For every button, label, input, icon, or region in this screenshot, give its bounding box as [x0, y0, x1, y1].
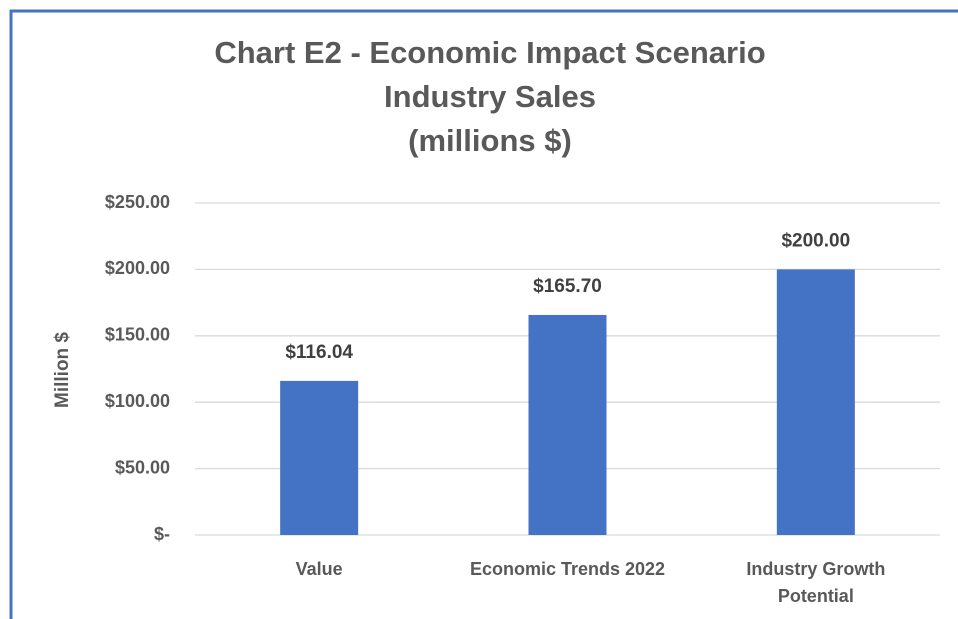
y-tick-label: $50.00 — [115, 457, 170, 477]
bar — [776, 269, 855, 535]
y-tick-label: $250.00 — [105, 192, 170, 212]
x-tick-label: Economic Trends 2022 — [469, 559, 666, 579]
chart-title: Chart E2 - Economic Impact Scenario — [214, 35, 765, 70]
data-label: $165.70 — [533, 276, 602, 297]
chart-title: Industry Sales — [384, 79, 596, 114]
y-tick-label: $100.00 — [105, 391, 170, 411]
bar — [280, 380, 359, 535]
bar — [528, 314, 607, 535]
y-tick-label: $150.00 — [105, 325, 170, 345]
y-tick-label: $200.00 — [105, 258, 170, 278]
y-axis-title: Million $ — [52, 332, 73, 408]
data-label: $200.00 — [781, 230, 850, 251]
data-label: $116.04 — [285, 342, 353, 363]
y-tick-label: $- — [154, 524, 170, 544]
x-tick-label: Value — [295, 559, 343, 579]
chart-title: (millions $) — [408, 123, 572, 158]
x-tick-label: Industry Growth Potential — [746, 559, 886, 606]
